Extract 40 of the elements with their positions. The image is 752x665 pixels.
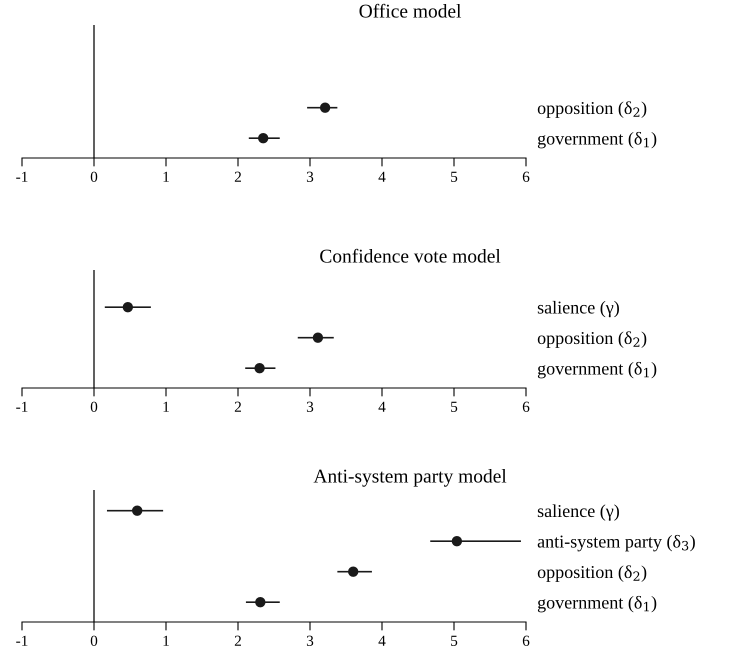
x-tick-label: 3 xyxy=(306,402,314,412)
y-tick-label: opposition (δ$_{2}$) xyxy=(538,331,646,348)
y-tick-label: salience (γ) xyxy=(538,504,619,521)
point xyxy=(348,566,358,577)
x-tick-label: 1 xyxy=(164,402,169,412)
y-tick-label: salience (γ) xyxy=(538,300,619,318)
y-tick-label: government (δ$_{1}$) xyxy=(538,362,656,378)
x-tick-label: 1 xyxy=(164,172,169,182)
x-tick-label: 6 xyxy=(522,636,530,646)
x-tick-label: 5 xyxy=(451,172,458,182)
x-tick-label: 5 xyxy=(451,636,458,646)
x-tick-label: 2 xyxy=(234,636,241,646)
y-tick-label: anti-system party (δ$_{3}$) xyxy=(538,534,695,552)
x-tick-label: 0 xyxy=(90,402,98,412)
y-tick-label: opposition (δ$_{2}$) xyxy=(538,101,646,118)
x-tick-label: -1 xyxy=(16,636,28,646)
x-tick-label: -1 xyxy=(16,402,28,412)
x-tick-label: 5 xyxy=(451,402,458,412)
y-tick-label: opposition (δ$_{2}$) xyxy=(538,565,646,582)
point xyxy=(452,536,462,546)
x-tick-label: 1 xyxy=(164,636,169,646)
chart-title: Anti-system party model xyxy=(314,469,506,487)
x-tick-label: 2 xyxy=(234,172,241,182)
x-tick-label: 6 xyxy=(522,172,530,182)
x-tick-label: 2 xyxy=(234,402,241,412)
x-tick-label: 4 xyxy=(378,402,386,412)
x-tick-label: 3 xyxy=(306,636,314,646)
x-tick-label: 3 xyxy=(306,172,314,182)
y-tick-label: government (δ$_{1}$) xyxy=(538,596,656,612)
chart-title: Office model xyxy=(359,4,462,18)
x-tick-label: 0 xyxy=(90,636,98,646)
point xyxy=(255,596,266,608)
x-tick-label: 6 xyxy=(522,402,530,412)
x-tick-label: 4 xyxy=(378,172,386,182)
x-tick-label: 0 xyxy=(90,172,98,182)
x-tick-label: 4 xyxy=(378,636,386,646)
x-tick-label: -1 xyxy=(16,172,28,182)
chart-title: Confidence vote model xyxy=(320,248,500,263)
y-tick-label: government (δ$_{1}$) xyxy=(538,132,656,148)
point xyxy=(132,505,142,516)
